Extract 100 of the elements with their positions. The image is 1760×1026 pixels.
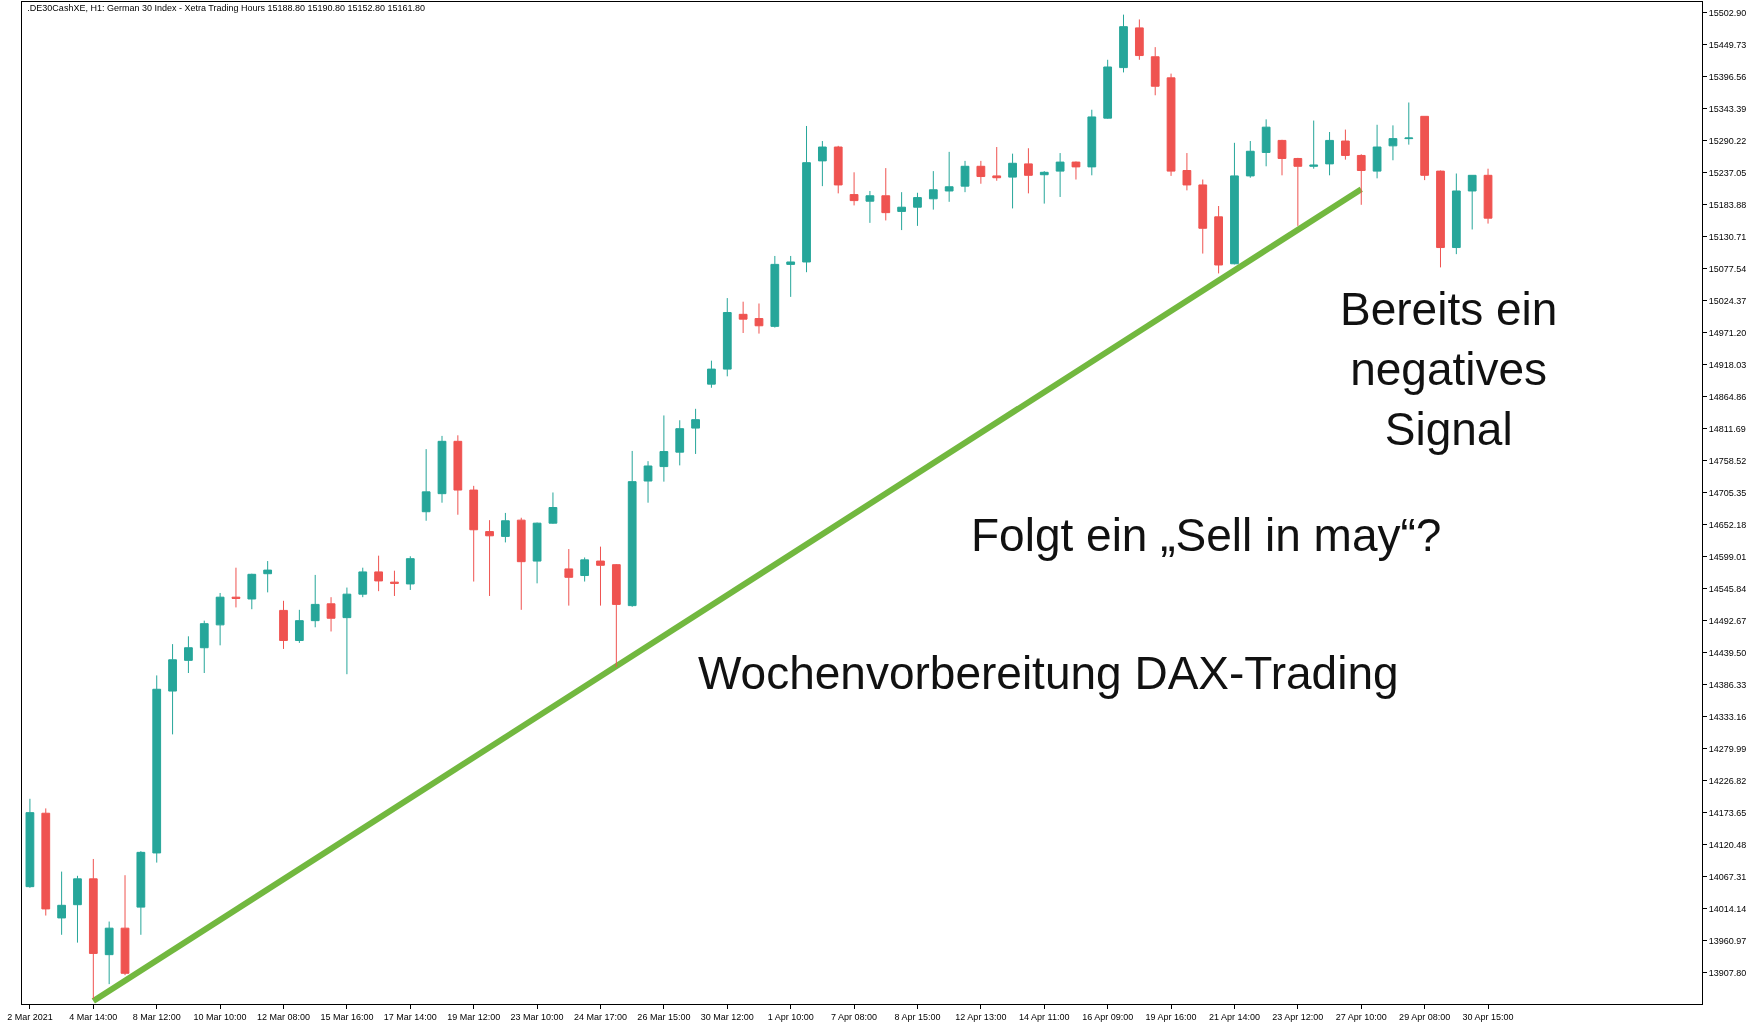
candlestick — [1087, 109, 1097, 176]
candlestick — [1341, 129, 1350, 161]
candlestick — [88, 858, 98, 1000]
candlestick — [1277, 139, 1287, 176]
candlestick — [897, 191, 907, 231]
candlestick — [1420, 115, 1430, 181]
candlestick — [960, 160, 970, 193]
y-tick-label: 14439.50 — [1708, 648, 1747, 658]
y-tick-label: 14333.16 — [1708, 711, 1747, 722]
candlestick — [168, 643, 177, 735]
candlestick — [1404, 102, 1414, 146]
x-tick-label: 12 Apr 13:00 — [955, 1011, 1007, 1022]
candlestick — [1230, 142, 1239, 265]
candlestick — [279, 600, 288, 650]
candlestick — [1356, 153, 1366, 206]
x-tick-label: 17 Mar 14:00 — [383, 1011, 437, 1022]
y-tick-label: 15077.54 — [1708, 264, 1747, 275]
x-tick-label: 7 Apr 08:00 — [831, 1011, 878, 1022]
x-tick-label: 1 Apr 10:00 — [767, 1011, 814, 1022]
candlestick — [1467, 174, 1477, 230]
x-tick-label: 30 Mar 12:00 — [700, 1011, 754, 1022]
candlestick — [1388, 124, 1398, 161]
candlestick — [1166, 73, 1176, 177]
candlestick — [41, 807, 51, 917]
y-tick-label: 14173.65 — [1708, 807, 1747, 818]
y-tick-label: 14758.52 — [1708, 456, 1747, 467]
candlestick — [390, 570, 399, 597]
candlestick — [1325, 131, 1334, 176]
candlestick — [1071, 161, 1081, 181]
candlestick — [73, 875, 82, 944]
x-tick-label: 12 Mar 08:00 — [256, 1011, 311, 1022]
candlestick — [1261, 118, 1271, 167]
candlestick — [1103, 59, 1113, 120]
candlestick — [643, 460, 653, 504]
y-tick-label: 15396.56 — [1708, 72, 1747, 83]
y-tick-label: 14864.86 — [1708, 392, 1747, 403]
candlestick — [453, 434, 463, 516]
x-tick-label: 24 Mar 17:00 — [573, 1011, 628, 1022]
candlestick — [1436, 170, 1445, 268]
candlestick — [786, 255, 796, 298]
x-tick-label: 8 Mar 12:00 — [132, 1011, 181, 1022]
candlestick — [928, 170, 938, 211]
candlestick — [849, 171, 859, 206]
y-tick-label: 15024.37 — [1708, 296, 1747, 307]
candlestick — [437, 435, 447, 504]
candlestick — [1245, 140, 1255, 179]
y-tick-label: 15343.39 — [1708, 104, 1747, 115]
candlestick — [992, 146, 1002, 182]
x-tick-label: 23 Mar 10:00 — [510, 1011, 564, 1022]
candlestick — [833, 145, 843, 194]
candlestick — [136, 850, 146, 936]
candlestick — [152, 674, 162, 864]
candlestick — [770, 255, 780, 329]
candlestick — [263, 560, 273, 593]
y-tick-label: 14226.82 — [1708, 775, 1747, 786]
candlestick — [25, 798, 35, 889]
candlestick — [57, 871, 67, 936]
y-tick-label: 14811.69 — [1708, 424, 1746, 435]
chart-title: .DE30CashXE, H1: German 30 Index - Xetra Trading Hours 15188.80 15190.80 15152.80 15161.80 — [27, 3, 426, 14]
candlestick — [754, 303, 764, 335]
x-tick-label: 23 Apr 12:00 — [1272, 1011, 1324, 1022]
candlestick — [1214, 205, 1223, 274]
x-tick-label: 10 Mar 10:00 — [193, 1011, 247, 1022]
candlestick — [627, 450, 637, 608]
x-tick-label: 26 Mar 15:00 — [637, 1011, 691, 1022]
y-tick-label: 14386.33 — [1708, 680, 1747, 690]
candlestick — [421, 448, 431, 522]
y-tick-label: 15130.71 — [1708, 232, 1747, 243]
candlestick — [199, 620, 209, 674]
x-tick-label: 14 Apr 11:00 — [1019, 1011, 1070, 1022]
candlestick — [881, 167, 891, 221]
x-tick-label: 2 Mar 2021 — [7, 1011, 53, 1022]
x-tick-label: 29 Apr 08:00 — [1399, 1011, 1451, 1022]
candlestick — [310, 574, 320, 628]
y-tick-label: 14545.84 — [1708, 584, 1747, 594]
candlestick — [374, 555, 383, 592]
y-tick-label: 14279.99 — [1708, 743, 1747, 754]
candlestick — [104, 921, 114, 985]
y-tick-label: 13960.97 — [1708, 935, 1747, 946]
candlestick — [1372, 124, 1382, 179]
candlestick — [1039, 170, 1049, 205]
candlestick — [1119, 14, 1128, 73]
candlestick — [738, 301, 748, 334]
candlestick — [675, 419, 685, 466]
y-tick-label: 15183.88 — [1708, 200, 1747, 211]
candlestick — [691, 408, 700, 455]
annotation: Bereits ein negatives Signal — [1340, 283, 1558, 455]
candlestick — [596, 546, 605, 607]
candlestick — [516, 517, 526, 611]
candlestick — [120, 874, 130, 976]
candlestick — [913, 192, 922, 227]
candlestick — [184, 635, 193, 674]
y-tick-label: 14492.67 — [1708, 616, 1747, 626]
y-tick-label: 15502.90 — [1708, 8, 1747, 19]
x-tick-label: 30 Apr 15:00 — [1462, 1011, 1514, 1022]
candlestick — [405, 555, 415, 591]
x-tick-label: 16 Apr 09:00 — [1082, 1011, 1134, 1022]
candlestick — [1198, 179, 1208, 255]
candlestick — [294, 609, 304, 644]
y-tick-label: 14120.48 — [1708, 839, 1747, 850]
